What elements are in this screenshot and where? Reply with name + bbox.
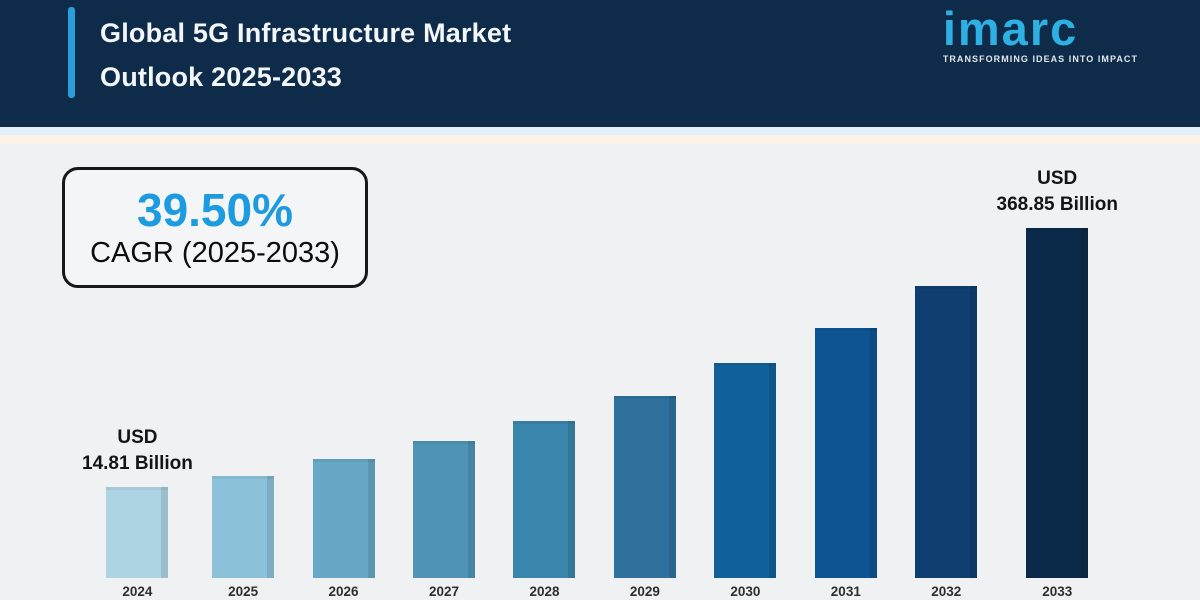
- bar-column-2028: 2028: [494, 150, 594, 600]
- bar-2032: [915, 286, 978, 578]
- bar-2029: [613, 396, 676, 578]
- bar-2028: [513, 421, 576, 578]
- header-banner: Global 5G Infrastructure Market Outlook …: [0, 0, 1200, 127]
- bar-2031: [814, 328, 877, 578]
- bar-column-2024: USD 14.81 Billion 2024: [82, 150, 193, 600]
- page-title-line2: Outlook 2025-2033: [100, 61, 343, 92]
- bar-column-2027: 2027: [394, 150, 494, 600]
- cagr-callout-box: 39.50% CAGR (2025-2033): [62, 167, 368, 288]
- value-label-2024: USD 14.81 Billion: [82, 426, 193, 475]
- bar-column-2032: 2032: [896, 150, 996, 600]
- bar-2033: [1026, 228, 1089, 578]
- year-label-2031: 2031: [830, 584, 861, 599]
- year-label-2030: 2030: [730, 584, 761, 599]
- page-title: Global 5G Infrastructure Market Outlook …: [100, 12, 511, 99]
- bar-2025: [212, 476, 275, 578]
- bar-2024: [106, 487, 169, 578]
- bar-2030: [714, 363, 777, 578]
- cagr-value: 39.50%: [136, 183, 293, 236]
- cagr-label: CAGR (2025-2033): [90, 237, 340, 270]
- year-label-2028: 2028: [529, 584, 560, 599]
- year-label-2027: 2027: [428, 584, 460, 599]
- title-accent-bar: [68, 7, 75, 98]
- bar-column-2029: 2029: [595, 150, 695, 600]
- bar-column-2031: 2031: [796, 150, 896, 600]
- imarc-logo-tagline: TRANSFORMING IDEAS INTO IMPACT: [942, 54, 1138, 64]
- bar-column-2026: 2026: [293, 150, 393, 600]
- bar-column-2030: 2030: [695, 150, 795, 600]
- header-divider-blue: [0, 127, 1200, 135]
- bar-column-2025: 2025: [193, 150, 293, 600]
- imarc-logo: imarc TRANSFORMING IDEAS INTO IMPACT: [943, 5, 1138, 64]
- year-label-2024: 2024: [122, 584, 153, 599]
- bar-column-2033: USD 368.85 Billion 2033: [997, 150, 1118, 600]
- year-label-2032: 2032: [931, 584, 962, 599]
- bar-2027: [413, 441, 475, 578]
- header-divider-cream: [0, 135, 1200, 144]
- bar-chart-row: USD 14.81 Billion 2024 2025 2026 2027 2028 2029…: [82, 150, 1118, 600]
- year-label-2033: 2033: [1042, 584, 1073, 599]
- page-title-line1: Global 5G Infrastructure Market: [100, 18, 512, 48]
- bar-2026: [312, 459, 375, 578]
- value-label-2033: USD 368.85 Billion: [996, 167, 1118, 216]
- imarc-logo-text: imarc: [942, 2, 1079, 55]
- year-label-2029: 2029: [629, 584, 660, 599]
- year-label-2025: 2025: [228, 584, 259, 599]
- year-label-2026: 2026: [328, 584, 359, 599]
